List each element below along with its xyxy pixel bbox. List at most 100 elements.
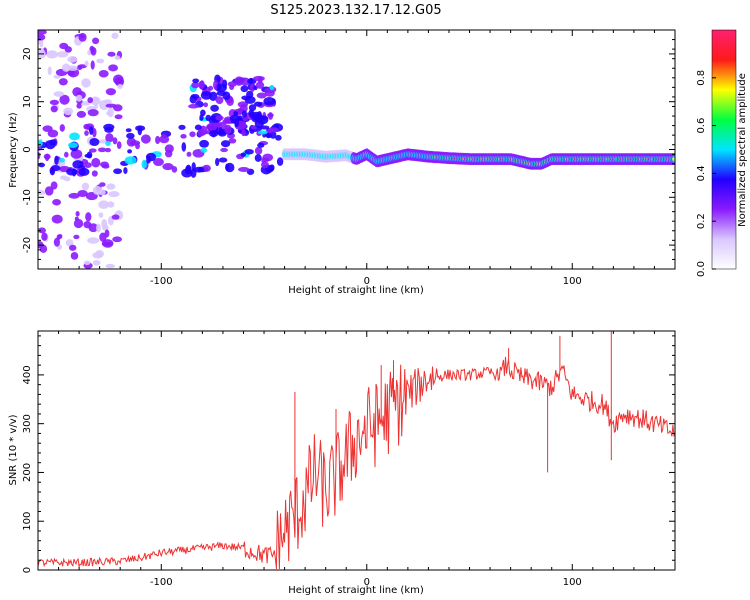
spectrogram-speckle (108, 64, 119, 72)
spectrogram-speckle (70, 149, 83, 159)
spectrogram-speckle (105, 88, 116, 96)
spectrogram-xtick-label: 100 (563, 276, 582, 287)
spectrogram-speckle (47, 129, 59, 138)
spectrogram-speckle (97, 147, 107, 153)
spectrogram-speckle (75, 94, 83, 102)
spectrogram-speckle (50, 105, 58, 113)
colorbar-tick-label: 0.0 (696, 261, 707, 277)
spectrogram-speckle (189, 131, 196, 138)
spectrogram-speckle (153, 157, 164, 167)
spectrogram-speckle (224, 124, 232, 134)
spectrogram-speckle (58, 78, 68, 86)
spectrogram-speckle (197, 128, 206, 137)
spectrogram-speckle (181, 142, 187, 152)
spectrogram-speckle (116, 141, 122, 149)
spectrogram-speckle (191, 162, 196, 172)
spectrogram-speckle (83, 260, 91, 266)
spectrogram-speckle (81, 78, 91, 88)
spectrogram-speckle (51, 214, 63, 224)
spectrogram-speckle (87, 109, 99, 117)
spectrogram-speckle (64, 151, 69, 158)
spectrogram-speckle (114, 114, 123, 120)
spectrogram-speckle (88, 148, 97, 153)
spectrogram-speckle (98, 100, 110, 111)
colorbar-ticks: 0.0 0.2 0.4 0.6 0.8 (696, 70, 716, 277)
spectrogram-speckle (95, 249, 104, 258)
spectrogram-speckle (208, 91, 218, 101)
spectrogram-speckle (269, 84, 275, 91)
spectrogram-speckle (38, 30, 47, 35)
spectrogram-speckle (107, 107, 114, 118)
spectrogram-speckle (241, 129, 246, 137)
spectrogram-speckle (269, 164, 275, 172)
spectrogram-speckle (99, 232, 107, 242)
spectrogram-speckle (135, 142, 140, 150)
spectrogram-speckle (76, 110, 87, 118)
spectrogram-speckle (216, 82, 222, 91)
spectrogram-speckle (190, 168, 197, 178)
spectrogram-speckle (234, 76, 244, 86)
spectrogram-speckle (137, 126, 143, 136)
spectrogram-speckle (249, 83, 255, 93)
spectrogram-speckle (85, 212, 92, 222)
spectrogram-speckle (248, 109, 255, 118)
spectrogram-speckle (77, 190, 88, 197)
colorbar-label: Normalized spectral amplitude (737, 73, 748, 227)
spectrogram-speckle (256, 92, 267, 99)
spectrogram-speckle (202, 164, 211, 172)
snr-xtick-label: 0 (364, 577, 370, 588)
spectrogram-speckle (98, 212, 104, 218)
spectrogram-speckle (164, 149, 173, 158)
spectrogram-speckle (215, 115, 224, 121)
spectrogram-speckle (90, 46, 97, 56)
spectrogram-speckle (267, 112, 274, 120)
spectrogram-speckle (159, 135, 170, 144)
snr-ytick-label: 300 (22, 414, 33, 433)
snr-frame (37, 330, 676, 571)
spectrogram-speckle (124, 156, 137, 165)
spectrogram-speckle (127, 149, 133, 154)
spectrogram-speckle (220, 147, 228, 153)
spectrogram-speckle (105, 147, 111, 153)
spectrogram-speckle (209, 130, 219, 137)
spectrogram-speckle (220, 140, 231, 148)
spectrogram-speckle (244, 95, 256, 104)
spectrogram-speckle (76, 103, 82, 109)
spectrogram-speckle (250, 125, 257, 130)
spectrogram-speckle (65, 239, 74, 247)
spectrogram-speckle (101, 239, 114, 248)
spectrogram-speckle (81, 182, 90, 191)
colorbar-tick-label: 0.6 (696, 118, 707, 134)
spectrogram-speckle (178, 124, 186, 130)
spectrogram-speckle (233, 111, 239, 116)
spectrogram-speckle (61, 63, 71, 72)
spectrogram-speckle (123, 167, 128, 175)
snr-ytick-label: 0 (22, 567, 33, 573)
spectrogram-speckle (86, 151, 93, 159)
spectrogram-speckle (78, 32, 87, 42)
spectrogram-speckle (89, 126, 94, 135)
spectrogram-speckle (70, 252, 79, 260)
spectrogram-speckle (198, 80, 205, 90)
spectrogram-speckle (238, 166, 250, 173)
spectrogram-ytick-label: -10 (22, 189, 33, 205)
spectrogram-speckle (101, 164, 110, 169)
snr-ytick-label: 200 (22, 463, 33, 482)
spectrogram-speckle (155, 135, 161, 145)
spectrogram-speckle (206, 122, 218, 132)
colorbar-tick-label: 0.4 (696, 165, 707, 181)
snr-series-line (38, 331, 675, 570)
spectrogram-speckle (66, 168, 78, 176)
spectrogram-speckle (188, 104, 199, 109)
figure-title: S125.2023.132.17.12.G05 (270, 3, 441, 18)
spectrogram-speckle (112, 236, 122, 243)
spectrogram-speckle (222, 79, 228, 89)
spectrogram-speckle (114, 55, 121, 60)
spectrogram-speckle (215, 96, 224, 105)
spectrogram-speckle (180, 133, 187, 139)
spectrogram-speckle (78, 167, 90, 176)
colorbar-tick-label: 0.8 (696, 70, 707, 86)
spectrogram-speckle (105, 103, 117, 108)
